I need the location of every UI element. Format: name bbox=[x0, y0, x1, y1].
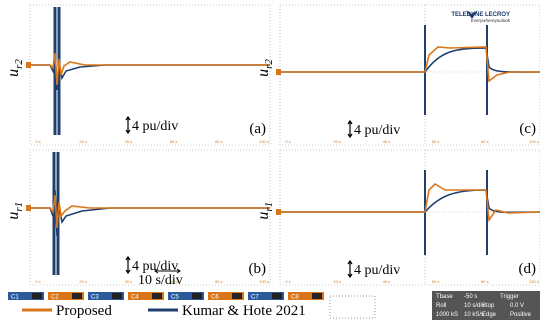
empty-box bbox=[330, 296, 375, 318]
time-tick: 100 s bbox=[529, 139, 539, 144]
status-cell: -50 s bbox=[464, 294, 477, 300]
channel-box bbox=[72, 293, 82, 299]
y-label: ur2 bbox=[255, 59, 275, 77]
y-label: ur1 bbox=[5, 202, 25, 220]
plot-frame bbox=[280, 150, 540, 285]
y-label: ur2 bbox=[5, 59, 25, 77]
channel-label: C5 bbox=[171, 295, 179, 301]
status-cell: 0.0 V bbox=[510, 303, 524, 309]
channel-box bbox=[32, 293, 42, 299]
status-cell: Tbase bbox=[436, 294, 453, 300]
y-label: ur1 bbox=[255, 202, 275, 220]
legend-proposed: Proposed bbox=[56, 303, 112, 319]
channel-box bbox=[112, 293, 122, 299]
time-tick: 20 s bbox=[333, 139, 341, 144]
time-tick: 80 s bbox=[481, 279, 489, 284]
trace-kumar bbox=[30, 190, 270, 236]
scale-label: 4 pu/div bbox=[354, 123, 400, 138]
scale-arrow bbox=[126, 257, 130, 273]
panel: 0 s 20 s 40 s 60 s 80 s 100 s ur2 (c) 4 pu/div bbox=[255, 5, 540, 145]
time-tick: 60 s bbox=[170, 139, 178, 144]
status-cell: Roll bbox=[436, 303, 446, 309]
channel-box bbox=[232, 293, 242, 299]
time-scale: 10 s/div bbox=[138, 273, 183, 288]
scale-label: 4 pu/div bbox=[132, 259, 178, 274]
time-tick: 0 s bbox=[285, 139, 290, 144]
time-tick: 40 s bbox=[383, 139, 391, 144]
time-tick: 20 s bbox=[333, 279, 341, 284]
time-tick: 100 s bbox=[259, 139, 269, 144]
trace-proposed bbox=[280, 184, 540, 220]
time-tick: 60 s bbox=[432, 139, 440, 144]
time-tick: 0 s bbox=[35, 139, 40, 144]
offset-marker bbox=[276, 209, 281, 215]
y-label-main: u bbox=[5, 212, 22, 220]
panel-label: (b) bbox=[249, 261, 267, 277]
channel-label: C3 bbox=[91, 295, 99, 301]
trace-proposed bbox=[30, 195, 270, 228]
time-tick: 100 s bbox=[259, 279, 269, 284]
y-label-sub: r1 bbox=[13, 202, 25, 212]
y-label-main: u bbox=[5, 69, 22, 77]
channel-box bbox=[192, 293, 202, 299]
scale-arrow bbox=[348, 261, 352, 277]
time-tick: 20 s bbox=[79, 279, 87, 284]
channel-label: C7 bbox=[251, 295, 259, 301]
panel-label: (c) bbox=[519, 121, 536, 137]
trace-proposed bbox=[280, 47, 540, 81]
trace-proposed bbox=[30, 53, 270, 85]
scale-label: 4 pu/div bbox=[132, 119, 178, 134]
time-tick: 40 s bbox=[125, 279, 133, 284]
trace-kumar bbox=[280, 190, 540, 212]
time-tick: 80 s bbox=[215, 139, 223, 144]
channel-label: C8 bbox=[291, 295, 299, 301]
channel-label: C2 bbox=[51, 295, 59, 301]
y-label-main: u bbox=[255, 69, 272, 77]
panel: 0 s 20 s 40 s 60 s 80 s 100 s ur1 (d) 4 pu/div bbox=[255, 150, 540, 285]
channel-box bbox=[152, 293, 162, 299]
logo-tagline: Everywhereyoulook bbox=[471, 18, 511, 23]
y-label-sub: r1 bbox=[263, 202, 275, 212]
time-tick: 40 s bbox=[125, 139, 133, 144]
status-cell: 1000 kS bbox=[436, 312, 458, 318]
time-tick: 40 s bbox=[383, 279, 391, 284]
time-tick: 0 s bbox=[35, 279, 40, 284]
trace-kumar bbox=[280, 48, 540, 72]
status-cell: Trigger bbox=[500, 294, 519, 300]
status-cell: Edge bbox=[482, 312, 497, 318]
channel-box bbox=[272, 293, 282, 299]
channel-box bbox=[312, 293, 322, 299]
offset-marker bbox=[26, 205, 31, 211]
offset-marker bbox=[26, 62, 31, 68]
y-label-main: u bbox=[255, 212, 272, 220]
offset-marker bbox=[276, 69, 281, 75]
status-cell: Positive bbox=[510, 312, 532, 318]
scale-arrow bbox=[126, 117, 130, 133]
time-tick: 80 s bbox=[215, 279, 223, 284]
panel-label: (a) bbox=[249, 121, 266, 137]
time-tick: 20 s bbox=[79, 139, 87, 144]
status-cell: Stop bbox=[482, 303, 495, 309]
trace-kumar bbox=[30, 50, 270, 90]
time-tick: 80 s bbox=[481, 139, 489, 144]
legend-kumar: Kumar & Hote 2021 bbox=[182, 303, 306, 319]
time-tick: 60 s bbox=[432, 279, 440, 284]
figure: TELEDYNE LECROY Everywhereyoulook 0 s20 … bbox=[0, 0, 540, 320]
y-label-sub: r2 bbox=[13, 59, 25, 69]
scale-label: 4 pu/div bbox=[354, 263, 400, 278]
plot-frame bbox=[280, 5, 540, 145]
channel-label: C1 bbox=[11, 295, 19, 301]
channel-label: C4 bbox=[131, 295, 139, 301]
scale-arrow bbox=[348, 121, 352, 137]
y-label-sub: r2 bbox=[263, 59, 275, 69]
channel-label: C6 bbox=[211, 295, 219, 301]
status-cell: 10 kS/s bbox=[464, 312, 484, 318]
panel-label: (d) bbox=[519, 261, 537, 277]
time-tick: 100 s bbox=[529, 279, 539, 284]
time-tick: 0 s bbox=[285, 279, 290, 284]
